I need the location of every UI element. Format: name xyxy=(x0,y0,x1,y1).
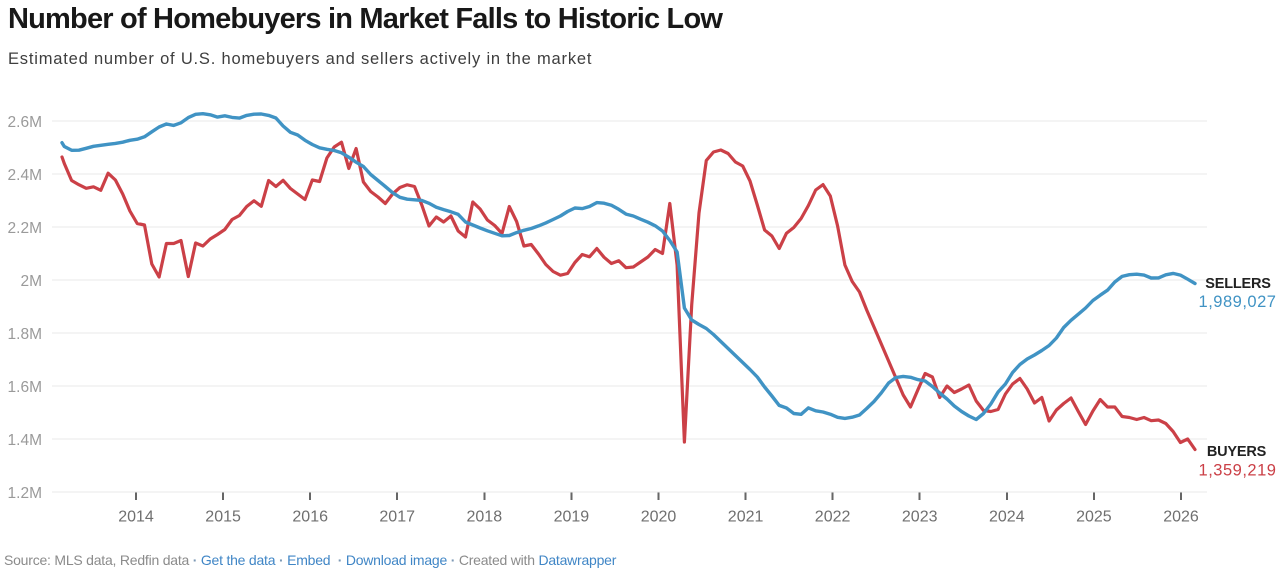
svg-text:2017: 2017 xyxy=(379,509,415,526)
svg-text:1,359,219: 1,359,219 xyxy=(1199,462,1277,480)
svg-text:1,989,027: 1,989,027 xyxy=(1199,293,1277,311)
svg-text:BUYERS: BUYERS xyxy=(1207,444,1267,460)
svg-text:2.4M: 2.4M xyxy=(8,167,42,184)
svg-text:2014: 2014 xyxy=(118,509,154,526)
svg-text:1.2M: 1.2M xyxy=(8,485,42,502)
svg-text:2019: 2019 xyxy=(554,509,590,526)
svg-text:1.6M: 1.6M xyxy=(8,379,42,396)
svg-text:2.6M: 2.6M xyxy=(8,114,42,131)
svg-text:2024: 2024 xyxy=(989,509,1025,526)
svg-text:2016: 2016 xyxy=(292,509,328,526)
svg-text:2021: 2021 xyxy=(728,509,764,526)
svg-text:1.4M: 1.4M xyxy=(8,432,42,449)
svg-text:2.2M: 2.2M xyxy=(8,220,42,237)
svg-text:2M: 2M xyxy=(20,273,42,290)
svg-text:2018: 2018 xyxy=(467,509,503,526)
svg-text:2025: 2025 xyxy=(1076,509,1112,526)
svg-text:SELLERS: SELLERS xyxy=(1205,276,1271,292)
svg-text:2015: 2015 xyxy=(205,509,241,526)
svg-text:2022: 2022 xyxy=(815,509,851,526)
svg-text:2023: 2023 xyxy=(902,509,938,526)
svg-text:2020: 2020 xyxy=(641,509,677,526)
svg-text:2026: 2026 xyxy=(1163,509,1199,526)
svg-text:1.8M: 1.8M xyxy=(8,326,42,343)
